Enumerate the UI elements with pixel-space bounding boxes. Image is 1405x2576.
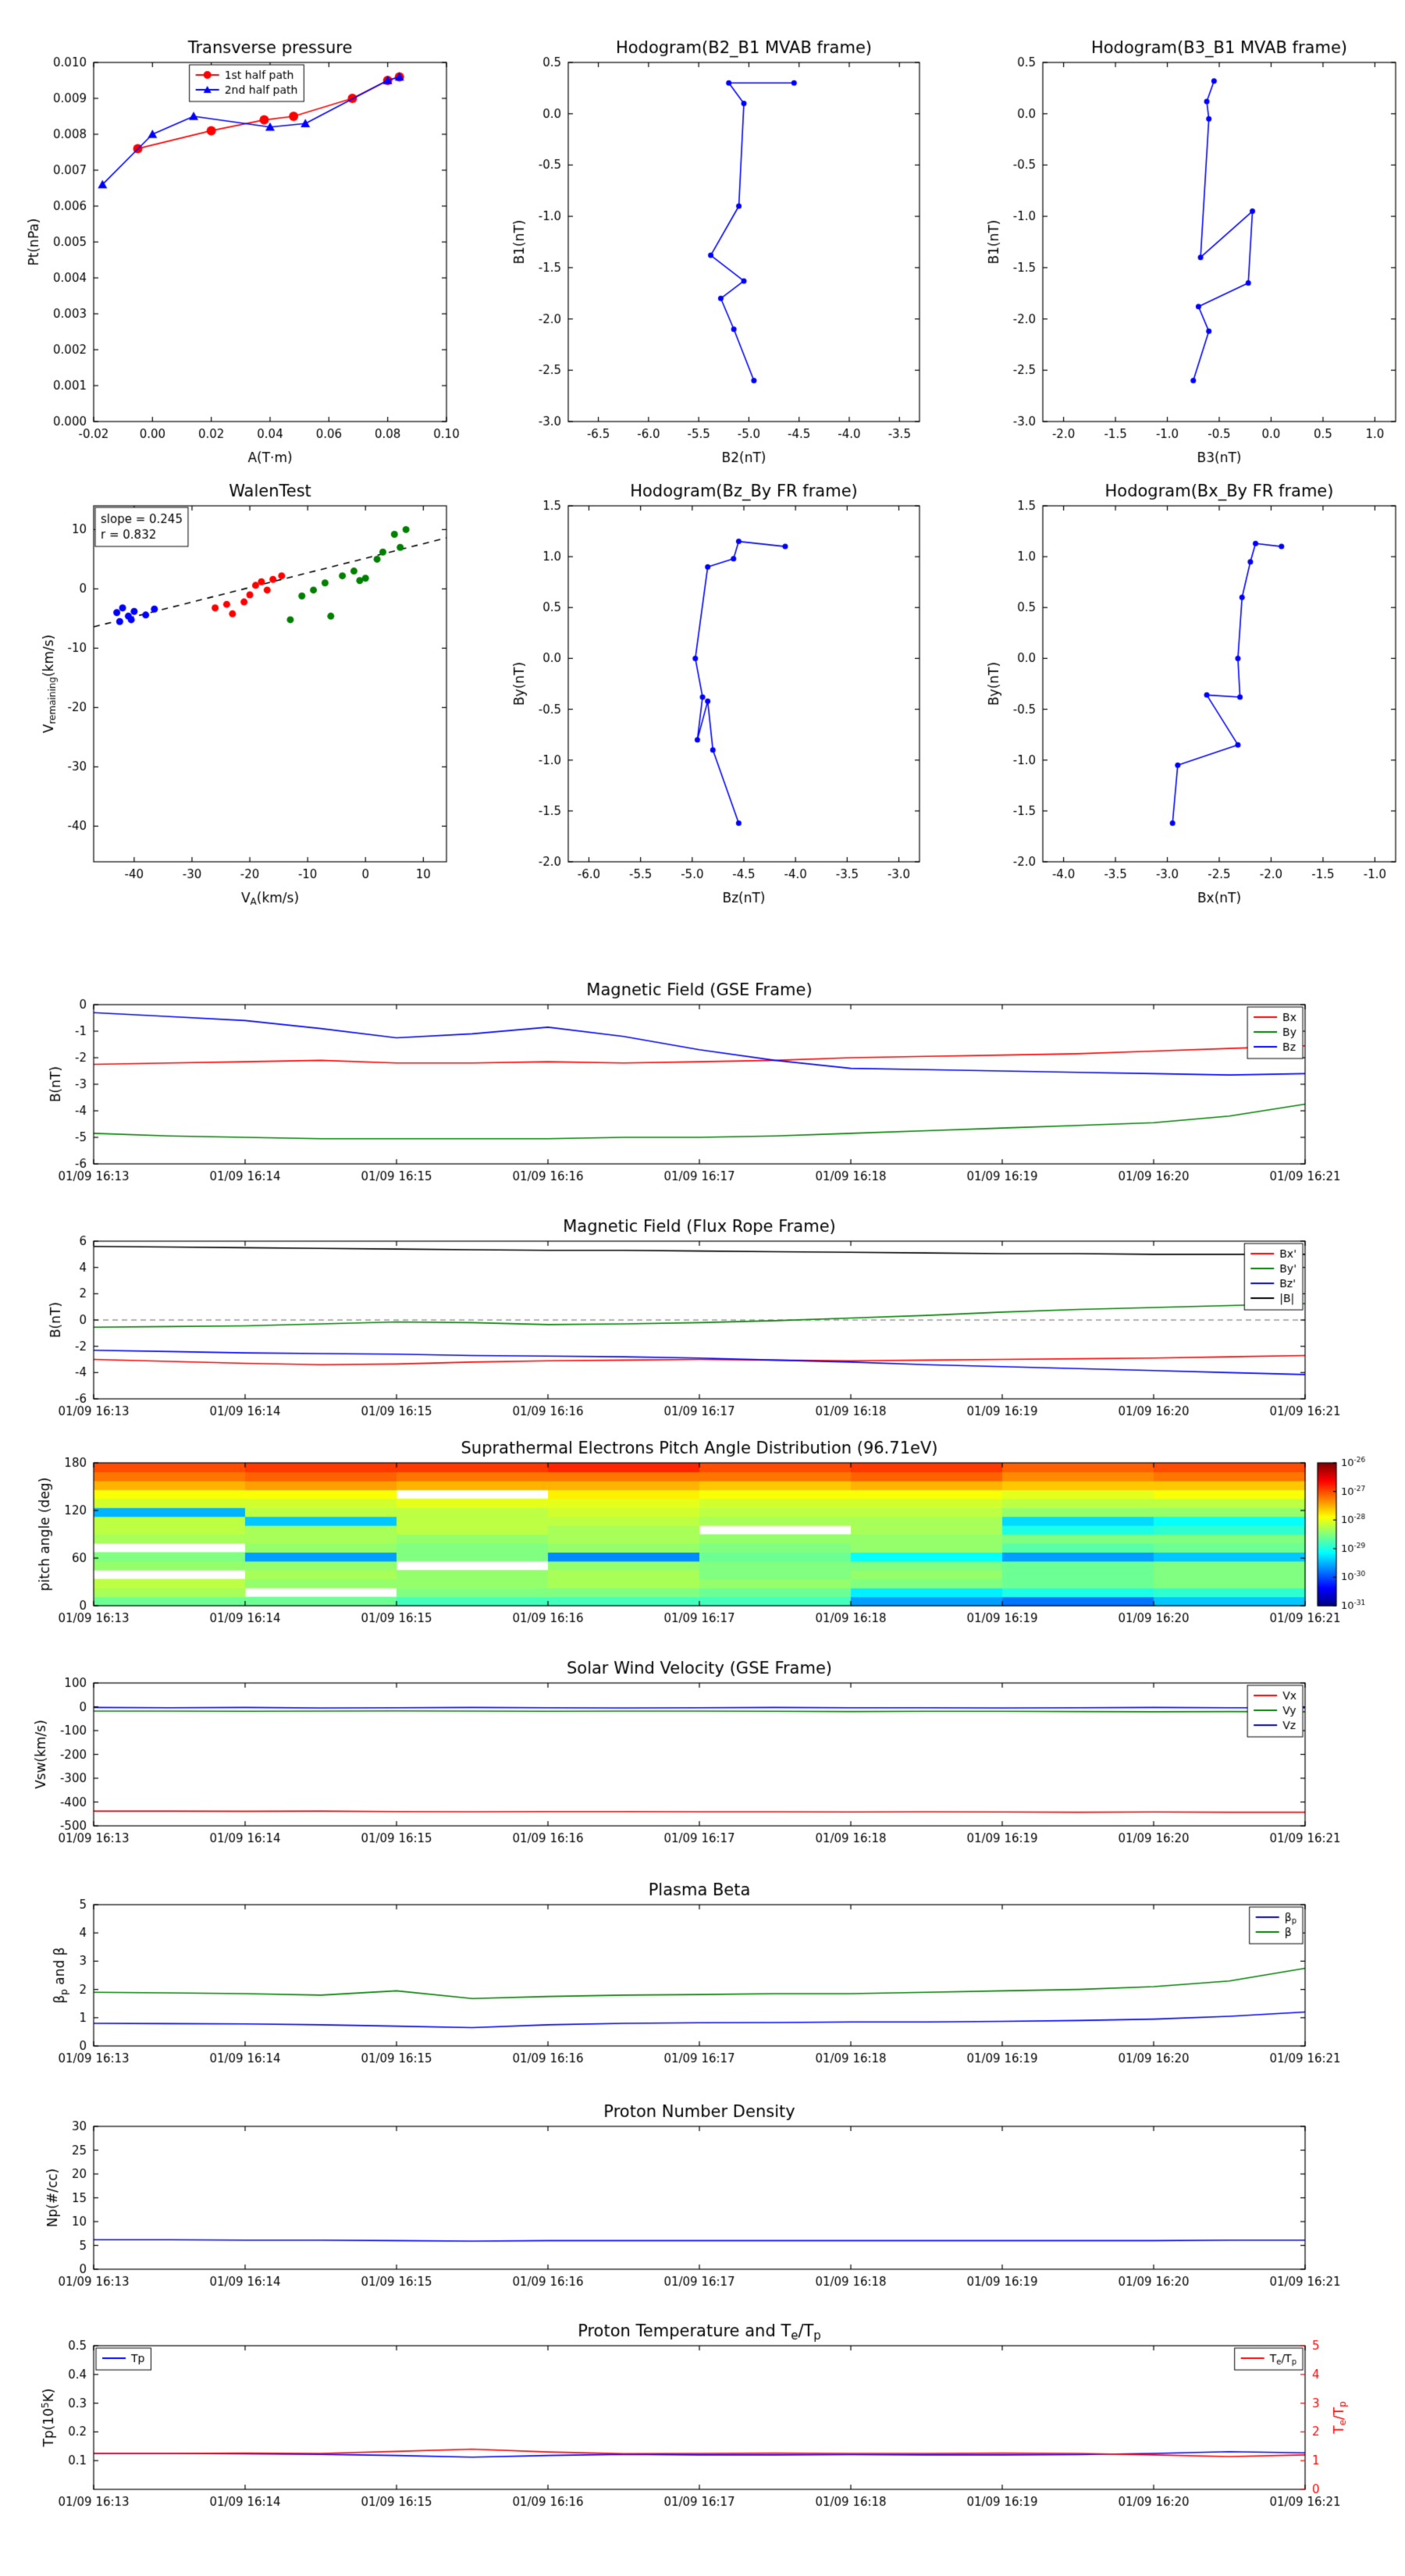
chart-transverse-pressure [0, 0, 468, 468]
chart-proton-temperature [0, 2322, 1405, 2576]
chart-hodogram-b3b1 [937, 0, 1405, 468]
chart-magnetic-field-flux-rope [0, 1206, 1405, 1440]
chart-walen-test [0, 468, 468, 968]
chart-plasma-beta [0, 1881, 1405, 2104]
chart-hodogram-b2b1 [468, 0, 937, 468]
chart-proton-number-density [0, 2104, 1405, 2322]
chart-magnetic-field-gse [0, 972, 1405, 1206]
chart-hodogram-bzby [468, 468, 937, 968]
chart-electron-pitch-angle-distribution [0, 1440, 1405, 1659]
chart-hodogram-bxby [937, 468, 1405, 968]
chart-solar-wind-velocity [0, 1659, 1405, 1881]
